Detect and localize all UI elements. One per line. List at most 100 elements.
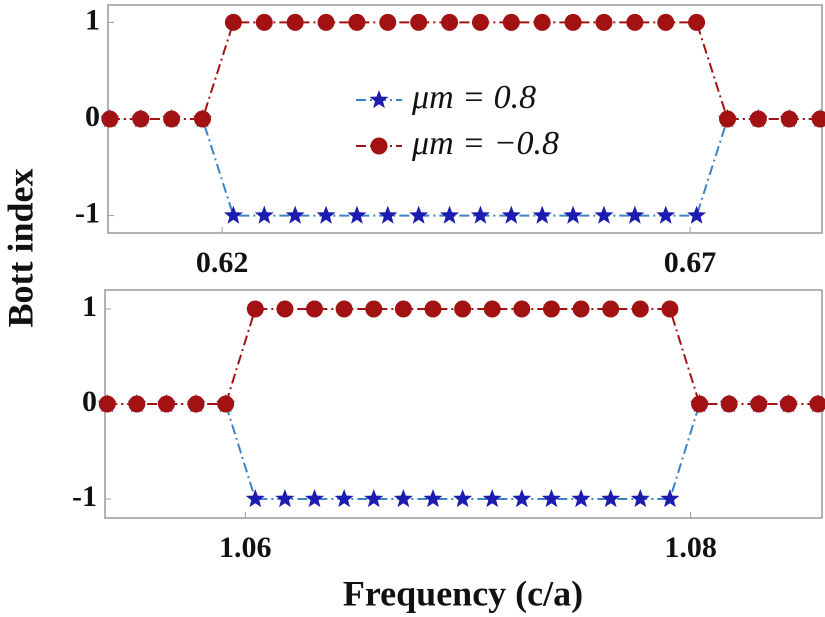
data-point: [246, 300, 264, 318]
y-tick-label: -1: [72, 480, 97, 513]
data-point: [687, 205, 707, 224]
data-point: [542, 300, 560, 318]
legend-label: μm = 0.8: [411, 79, 536, 116]
data-point: [157, 395, 175, 413]
data-point: [424, 300, 442, 318]
data-point: [393, 489, 413, 508]
data-point: [454, 300, 472, 318]
data-point: [347, 205, 367, 224]
data-point: [394, 300, 412, 318]
legend-marker: [369, 90, 389, 109]
data-point: [316, 205, 336, 224]
data-point: [749, 110, 767, 128]
data-point: [571, 489, 591, 508]
data-point: [163, 110, 181, 128]
data-point: [254, 205, 274, 224]
data-point: [255, 13, 273, 31]
data-point: [572, 300, 590, 318]
data-point: [631, 300, 649, 318]
data-point: [440, 205, 460, 224]
data-point: [187, 395, 205, 413]
data-point: [718, 110, 736, 128]
data-point: [601, 489, 621, 508]
data-point: [563, 205, 583, 224]
data-point: [379, 13, 397, 31]
data-point: [224, 13, 242, 31]
data-point: [223, 205, 243, 224]
data-point: [194, 110, 212, 128]
data-point: [512, 489, 532, 508]
data-point: [595, 13, 613, 31]
data-point: [657, 13, 675, 31]
x-tick-label: 1.08: [664, 531, 717, 564]
x-axis-label: Frequency (c/a): [343, 573, 583, 613]
data-point: [533, 13, 551, 31]
data-point: [409, 205, 429, 224]
x-tick-label: 0.62: [196, 246, 249, 279]
data-point: [306, 300, 324, 318]
data-point: [779, 395, 797, 413]
data-point: [501, 205, 521, 224]
data-point: [275, 489, 295, 508]
data-point: [285, 205, 305, 224]
data-point: [656, 205, 676, 224]
y-tick-label: 1: [85, 3, 100, 36]
data-point: [217, 395, 235, 413]
data-point: [780, 110, 798, 128]
data-point: [660, 489, 680, 508]
data-point: [245, 489, 265, 508]
data-point: [691, 395, 709, 413]
data-point: [564, 13, 582, 31]
data-point: [128, 395, 146, 413]
data-point: [513, 300, 531, 318]
series-line: [109, 21, 821, 120]
y-tick-label: -1: [75, 197, 100, 230]
data-point: [720, 395, 738, 413]
data-point: [541, 489, 561, 508]
data-point: [348, 13, 366, 31]
legend-label: μm = −0.8: [411, 125, 559, 162]
data-point: [441, 13, 459, 31]
x-tick-label: 1.06: [219, 531, 272, 564]
data-point: [305, 489, 325, 508]
data-point: [276, 300, 294, 318]
data-point: [335, 300, 353, 318]
series-line: [107, 308, 818, 405]
plot-frame: [107, 4, 823, 234]
series-line: [109, 118, 821, 217]
data-point: [364, 489, 384, 508]
data-point: [317, 13, 335, 31]
data-point: [423, 489, 443, 508]
data-point: [471, 13, 489, 31]
data-point: [132, 110, 150, 128]
data-point: [286, 13, 304, 31]
data-point: [98, 395, 116, 413]
y-tick-label: 0: [82, 385, 97, 418]
data-point: [378, 205, 398, 224]
data-point: [101, 110, 119, 128]
series-line: [107, 403, 818, 500]
data-point: [625, 205, 645, 224]
data-point: [811, 110, 825, 128]
data-point: [410, 13, 428, 31]
data-point: [470, 205, 490, 224]
data-point: [365, 300, 383, 318]
x-tick-label: 0.67: [664, 246, 717, 279]
data-point: [630, 489, 650, 508]
y-tick-label: 1: [82, 290, 97, 323]
data-point: [594, 205, 614, 224]
data-point: [661, 300, 679, 318]
data-point: [626, 13, 644, 31]
data-point: [483, 300, 501, 318]
data-point: [688, 13, 706, 31]
data-point: [482, 489, 502, 508]
data-point: [602, 300, 620, 318]
data-point: [532, 205, 552, 224]
data-point: [453, 489, 473, 508]
legend-marker: [370, 137, 388, 155]
data-point: [750, 395, 768, 413]
data-point: [502, 13, 520, 31]
y-axis-label: Bott index: [0, 168, 40, 327]
data-point: [334, 489, 354, 508]
